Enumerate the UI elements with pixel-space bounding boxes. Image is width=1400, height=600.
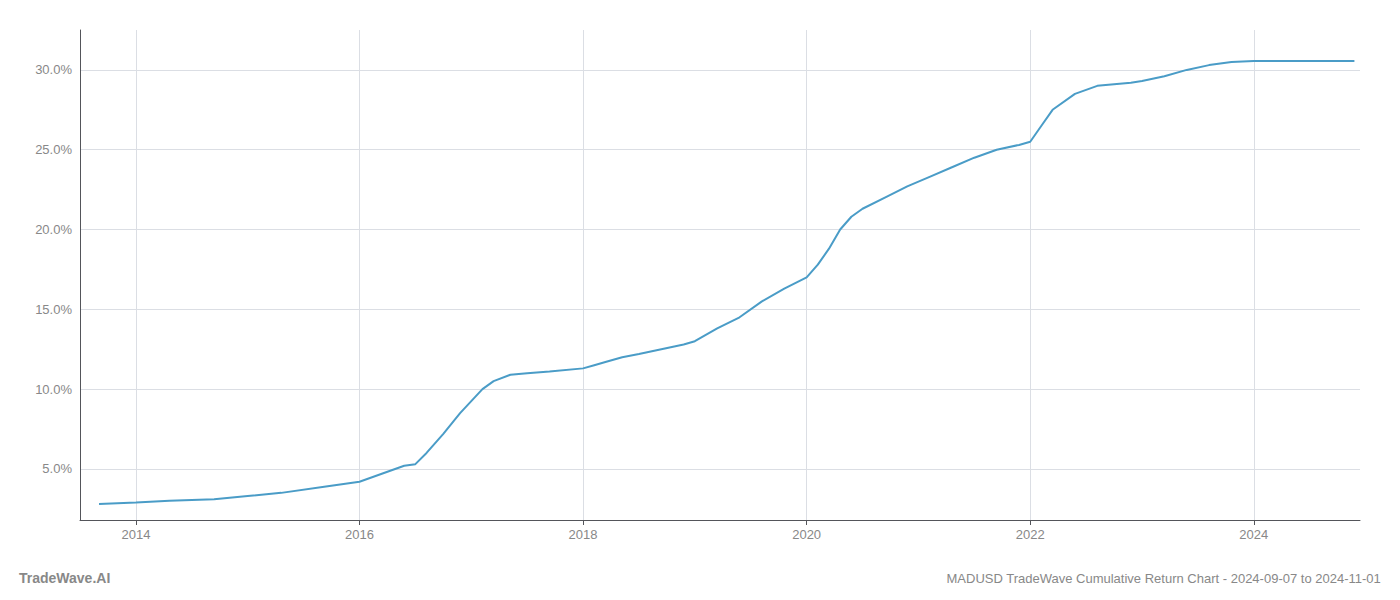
svg-text:25.0%: 25.0% bbox=[35, 142, 72, 157]
svg-text:2016: 2016 bbox=[345, 527, 374, 542]
svg-text:2022: 2022 bbox=[1016, 527, 1045, 542]
svg-text:2020: 2020 bbox=[792, 527, 821, 542]
svg-text:20.0%: 20.0% bbox=[35, 222, 72, 237]
svg-text:TradeWave.AI: TradeWave.AI bbox=[19, 570, 110, 586]
svg-text:10.0%: 10.0% bbox=[35, 382, 72, 397]
svg-text:5.0%: 5.0% bbox=[42, 461, 72, 476]
svg-text:MADUSD TradeWave Cumulative Re: MADUSD TradeWave Cumulative Return Chart… bbox=[947, 571, 1381, 586]
svg-text:30.0%: 30.0% bbox=[35, 62, 72, 77]
svg-text:2014: 2014 bbox=[121, 527, 150, 542]
svg-text:15.0%: 15.0% bbox=[35, 302, 72, 317]
svg-text:2018: 2018 bbox=[569, 527, 598, 542]
svg-text:2024: 2024 bbox=[1239, 527, 1268, 542]
